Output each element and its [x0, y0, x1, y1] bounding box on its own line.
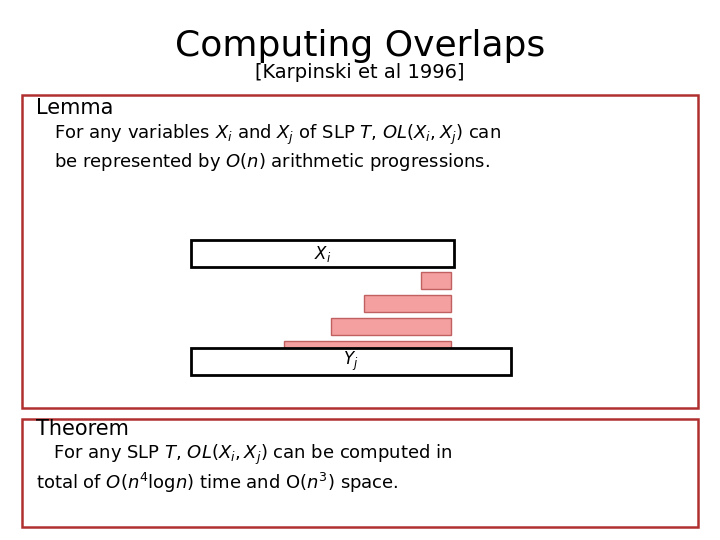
Bar [331, 318, 451, 335]
Text: For any variables $X_i$ and $X_j$ of SLP $\mathbf{\mathit{T}}$, $\mathit{OL}(X_i: For any variables $X_i$ and $X_j$ of SLP… [54, 123, 501, 147]
Text: For any SLP $\mathbf{\mathit{T}}$, $\mathit{OL}(X_i, X_j)$ can be computed in: For any SLP $\mathbf{\mathit{T}}$, $\mat… [36, 443, 452, 467]
Text: $Y_j$: $Y_j$ [343, 350, 359, 373]
Text: total of $\mathit{O}(n^4\mathrm{log}n)$ time and $\mathrm{O}(n^3)$ space.: total of $\mathit{O}(n^4\mathrm{log}n)$ … [36, 471, 399, 495]
Bar [191, 348, 511, 375]
FancyBboxPatch shape [22, 94, 698, 408]
Text: Lemma: Lemma [36, 98, 113, 118]
Text: [Karpinski et al 1996]: [Karpinski et al 1996] [256, 63, 464, 83]
Text: Computing Overlaps: Computing Overlaps [175, 29, 545, 63]
FancyBboxPatch shape [22, 418, 698, 526]
Bar [284, 341, 451, 359]
Text: Theorem: Theorem [36, 419, 129, 440]
Text: $X_i$: $X_i$ [314, 244, 330, 264]
Bar [191, 240, 454, 267]
Text: be represented by $\mathit{O}(n)$ arithmetic progressions.: be represented by $\mathit{O}(n)$ arithm… [54, 151, 490, 173]
Bar [421, 272, 451, 289]
Bar [364, 295, 451, 312]
